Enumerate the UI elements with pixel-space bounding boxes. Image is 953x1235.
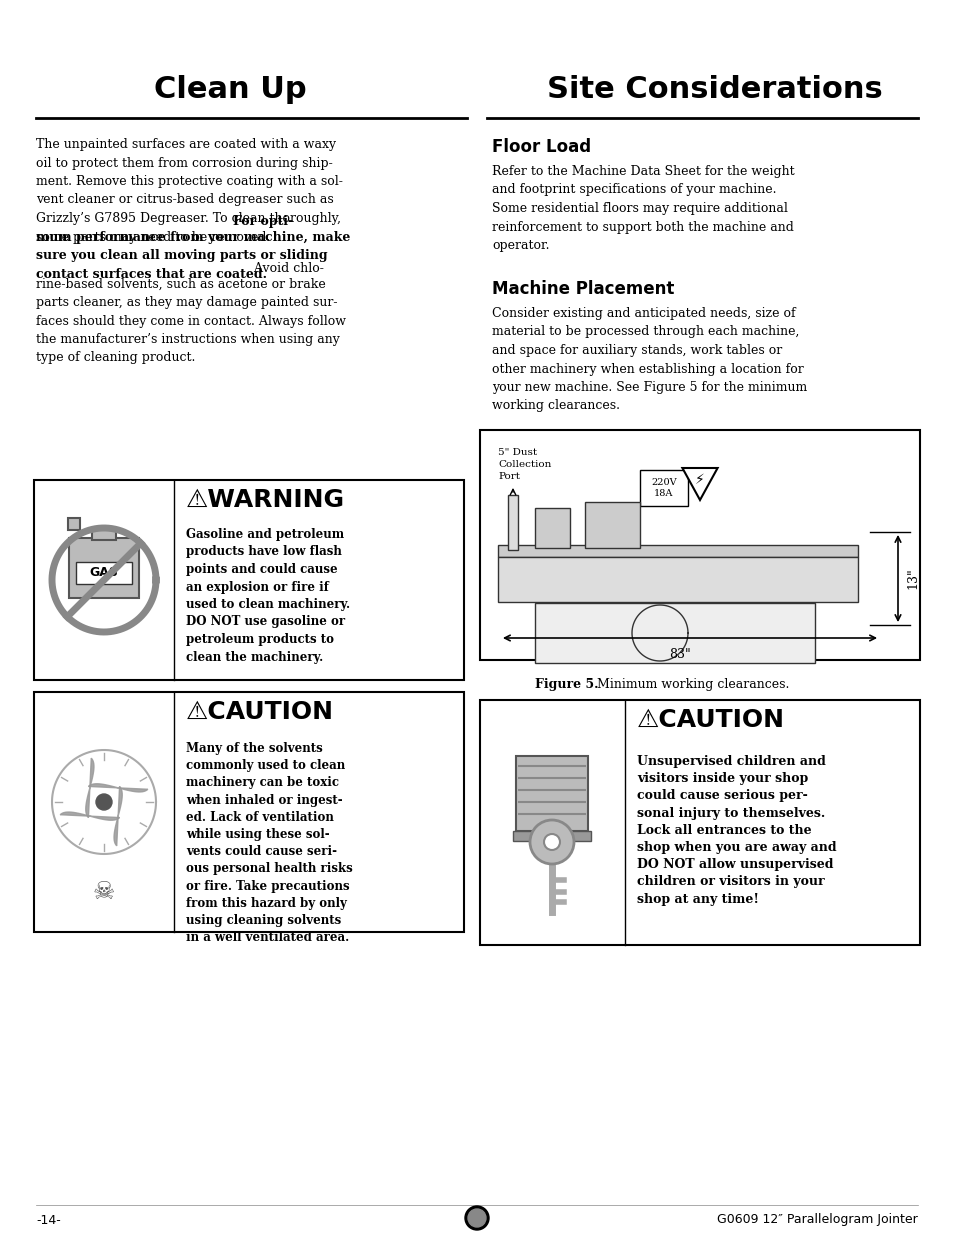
Text: Figure 5.: Figure 5. [535, 678, 598, 692]
Circle shape [543, 834, 559, 850]
Text: ⚠CAUTION: ⚠CAUTION [637, 708, 784, 732]
Bar [34, 480, 463, 680]
Text: Gasoline and petroleum
products have low flash
points and could cause
an explosi: Gasoline and petroleum products have low… [186, 529, 350, 663]
Text: GAS: GAS [90, 567, 118, 579]
Text: mum performance from your machine, make
sure you clean all moving parts or slidi: mum performance from your machine, make … [36, 231, 350, 282]
Bar [535, 508, 569, 548]
Bar [513, 831, 590, 841]
Text: ☠: ☠ [92, 881, 115, 904]
Polygon shape [89, 784, 148, 792]
Text: Minimum working clearances.: Minimum working clearances. [593, 678, 788, 692]
Bar [91, 529, 116, 540]
Bar [507, 495, 517, 550]
Text: ⚠CAUTION: ⚠CAUTION [186, 700, 334, 724]
Bar [584, 501, 639, 548]
Text: ⚠WARNING: ⚠WARNING [186, 488, 345, 513]
Bar [68, 517, 80, 530]
Text: Machine Placement: Machine Placement [492, 280, 674, 298]
Text: -14-: -14- [36, 1214, 61, 1226]
Text: Avoid chlo-: Avoid chlo- [250, 262, 323, 275]
Bar [497, 557, 857, 601]
Text: Site Considerations: Site Considerations [547, 75, 882, 104]
Text: 5" Dust
Collection
Port: 5" Dust Collection Port [497, 448, 551, 480]
Polygon shape [681, 468, 717, 500]
Text: 83": 83" [668, 648, 690, 661]
Bar [479, 430, 919, 659]
Text: Many of the solvents
commonly used to clean
machinery can be toxic
when inhaled : Many of the solvents commonly used to cl… [186, 742, 353, 945]
Text: The unpainted surfaces are coated with a waxy
oil to protect them from corrosion: The unpainted surfaces are coated with a… [36, 138, 342, 243]
Polygon shape [86, 758, 93, 818]
Bar [639, 471, 687, 506]
Circle shape [96, 794, 112, 810]
Bar [76, 562, 132, 584]
Circle shape [464, 1207, 489, 1230]
Text: rine-based solvents, such as acetone or brake
parts cleaner, as they may damage : rine-based solvents, such as acetone or … [36, 278, 346, 364]
Bar [69, 538, 139, 598]
Text: 13": 13" [905, 567, 918, 589]
Text: G0609 12″ Parallelogram Jointer: G0609 12″ Parallelogram Jointer [717, 1214, 917, 1226]
Bar [535, 603, 814, 663]
Text: Refer to the ​Machine Data Sheet​ for the weight
and footprint specifications of: Refer to the ​Machine Data Sheet​ for th… [492, 165, 794, 252]
Bar [479, 700, 919, 945]
Bar [516, 756, 587, 831]
Text: ⚡: ⚡ [695, 473, 704, 487]
Text: Floor Load: Floor Load [492, 138, 591, 156]
Circle shape [530, 820, 574, 864]
Polygon shape [114, 787, 122, 846]
Polygon shape [60, 813, 119, 820]
Text: For opti-: For opti- [233, 215, 293, 228]
Text: Consider existing and anticipated needs, size of
material to be processed throug: Consider existing and anticipated needs,… [492, 308, 806, 412]
Text: 220V
18A: 220V 18A [651, 478, 676, 498]
Circle shape [468, 1209, 485, 1228]
Bar [34, 692, 463, 932]
Bar [497, 545, 857, 557]
Text: Clean Up: Clean Up [153, 75, 306, 104]
Text: Unsupervised children and
visitors inside your shop
could cause serious per-
son: Unsupervised children and visitors insid… [637, 755, 836, 905]
